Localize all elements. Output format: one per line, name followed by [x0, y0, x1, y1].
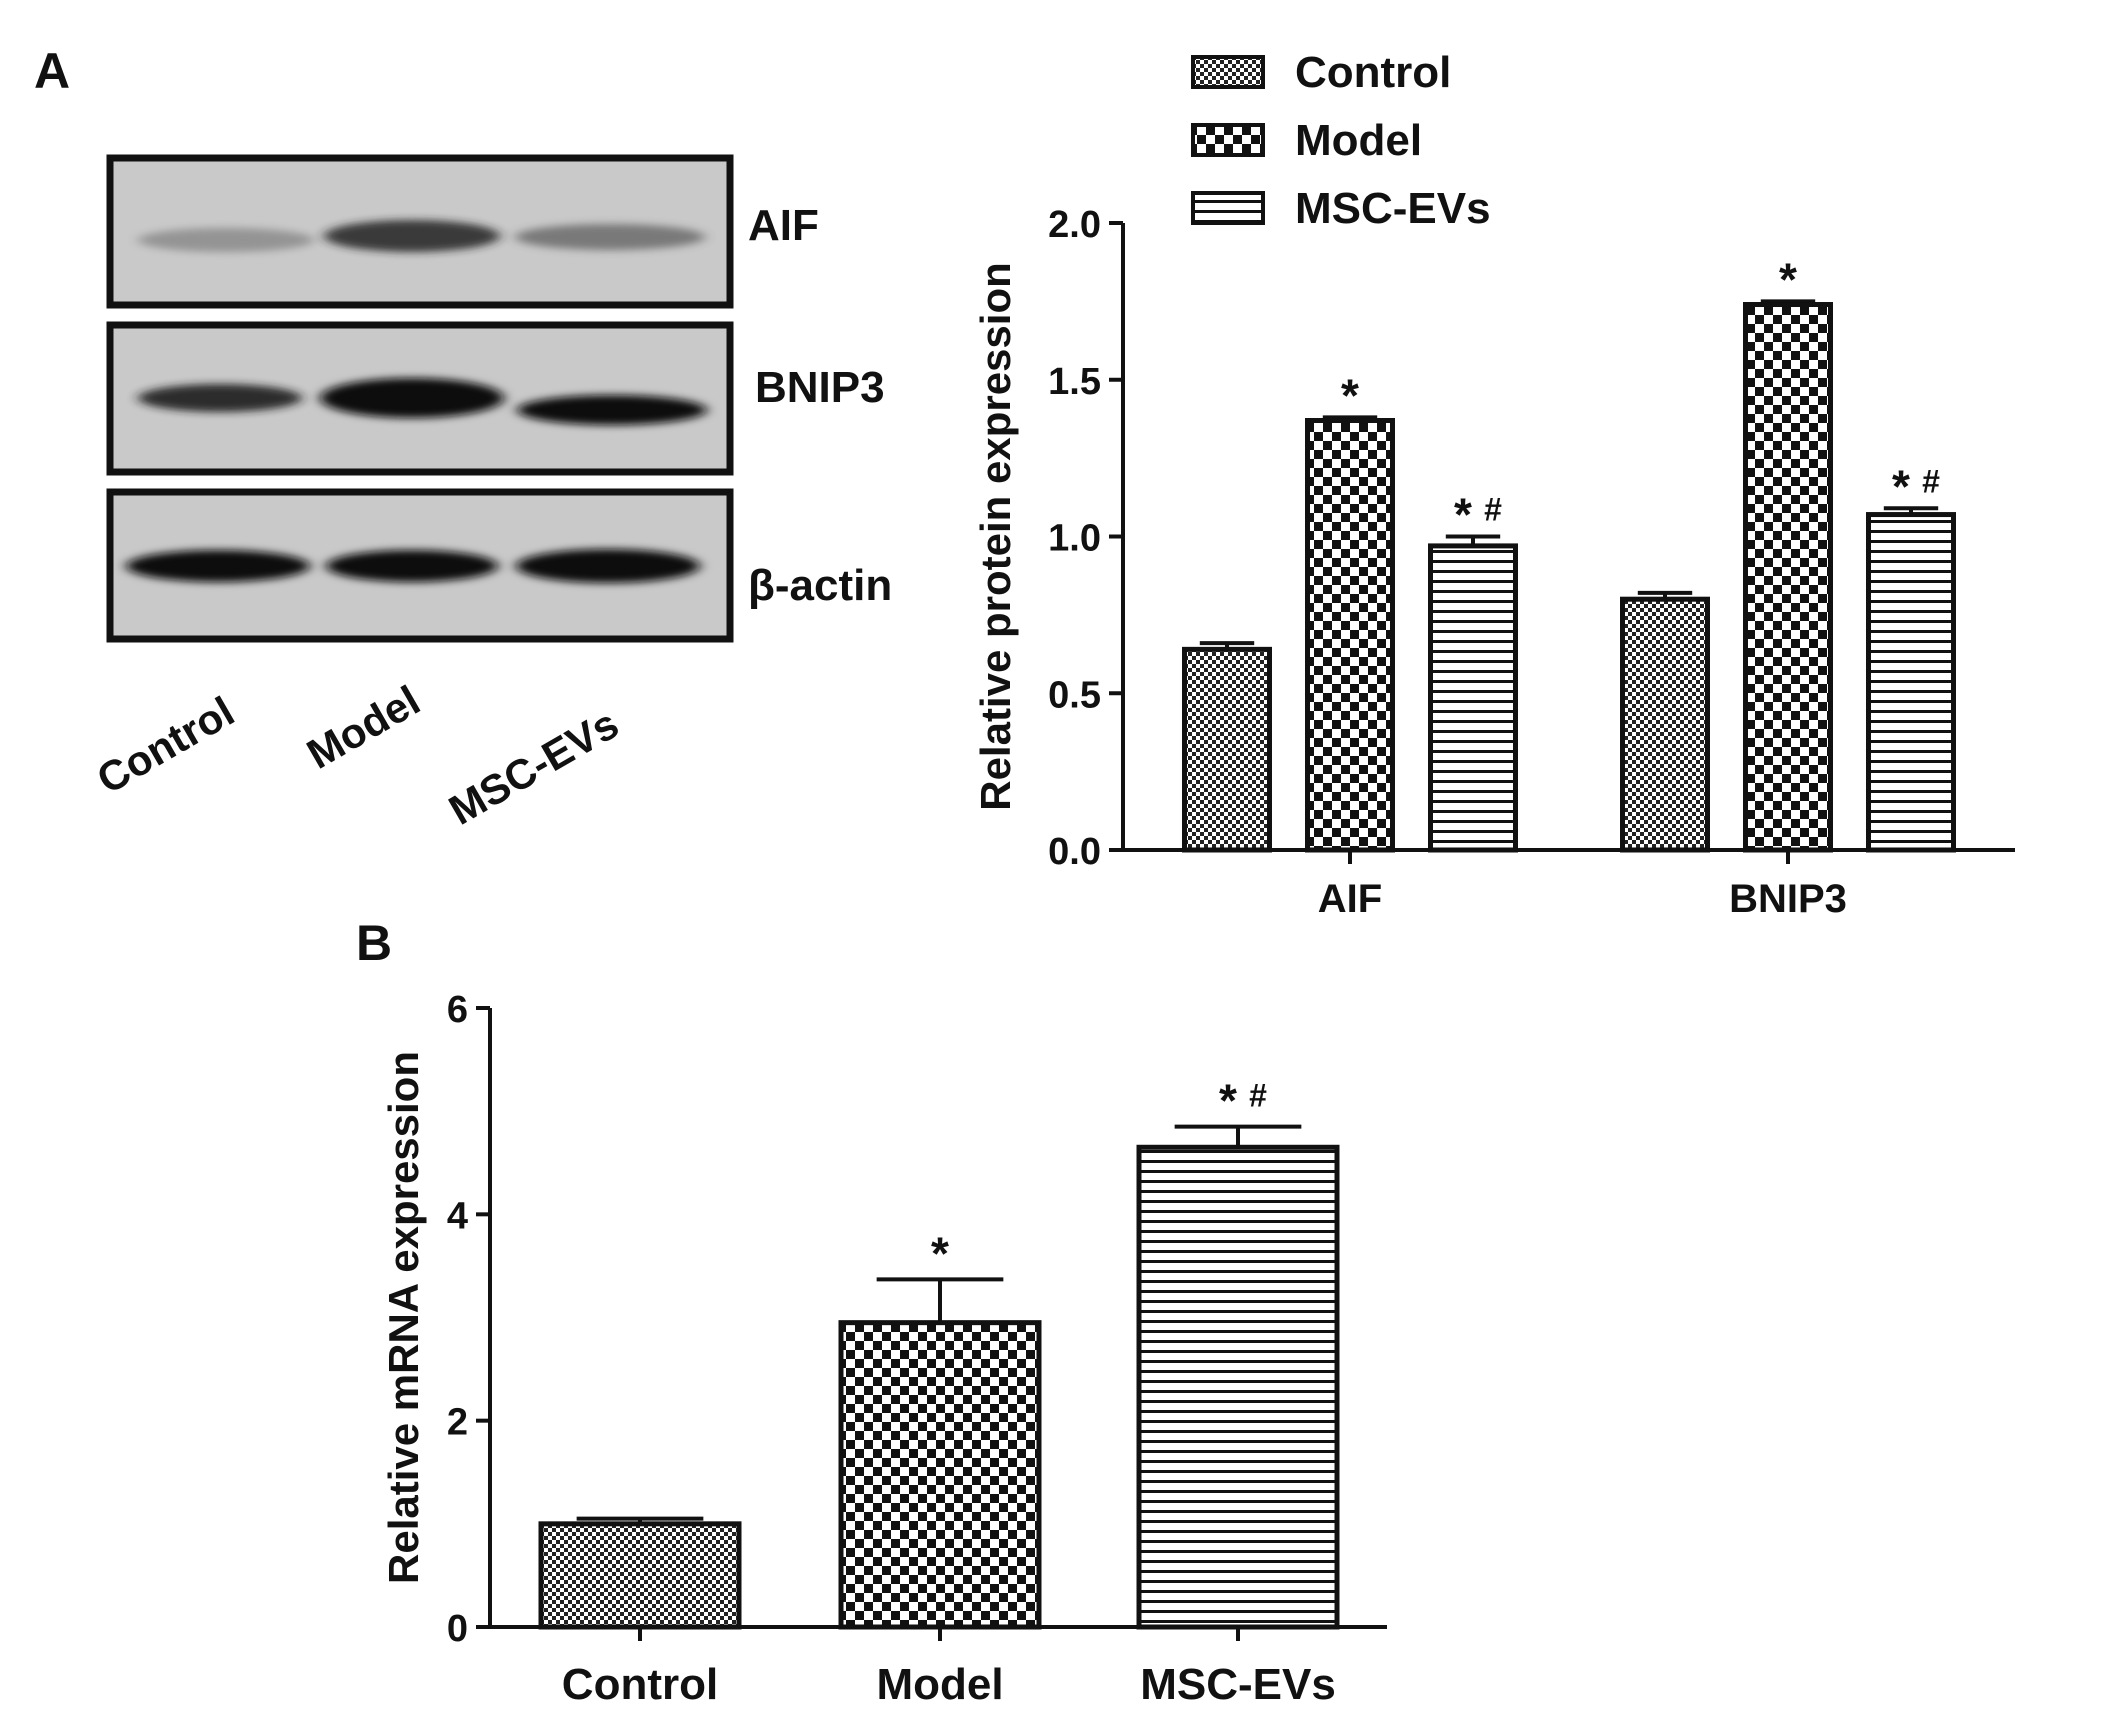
blot-lane-label-control: Control [89, 687, 242, 802]
legend-label-control: Control [1295, 48, 1451, 97]
legend-swatch-msc-evs [1191, 191, 1265, 225]
band-bnip3-control [138, 384, 302, 412]
chart-b-bar-msc-evs [1136, 1144, 1340, 1630]
chart-a-y-tick-label: 0.5 [1048, 674, 1101, 716]
legend-label-msc-evs: MSC-EVs [1295, 184, 1491, 233]
blot-row-label-bnip3: BNIP3 [755, 363, 885, 412]
chart-b-y-tick-label: 0 [447, 1608, 468, 1650]
chart-a-bar-bnip3-msc-evs-annotation-hash: # [1922, 463, 1940, 499]
chart-b-bar-model-annotation: * [931, 1227, 949, 1279]
chart-a-bar-bnip3-control [1620, 596, 1710, 853]
chart-mrna-expression: 0 2 4 6 Relative mRNA expression Control * Mode… [380, 989, 1387, 1709]
chart-a-bar-aif-msc-evs [1428, 543, 1518, 853]
chart-a-bar-aif-control [1182, 646, 1272, 853]
chart-b-x-tick-label: Control [562, 1660, 718, 1709]
chart-b-y-tick-label: 2 [447, 1402, 468, 1444]
chart-a-bar-aif-model-annotation: * [1341, 369, 1359, 421]
chart-a-bar-aif-msc-evs-annotation-star: * [1454, 489, 1472, 541]
blot-row-label-actin: β-actin [748, 561, 892, 610]
chart-a-y-tick-label: 1.5 [1048, 361, 1101, 403]
band-actin-msc [516, 549, 700, 583]
band-actin-control [126, 550, 310, 582]
chart-a-bar-bnip3-msc-evs-annotation-star: * [1892, 460, 1910, 512]
chart-a-bar-bnip3-model-annotation: * [1779, 253, 1797, 305]
chart-b-y-tick-label: 4 [447, 1195, 468, 1237]
chart-b-bar-msc-evs-annotation-hash: # [1249, 1078, 1267, 1114]
band-bnip3-msc [517, 395, 707, 425]
western-blot: AIF BNIP3 β-actin Control Model MSC-EVs [89, 154, 892, 834]
legend-swatch-control [1191, 55, 1265, 89]
band-aif-control [138, 228, 314, 252]
legend-label-model: Model [1295, 116, 1422, 165]
chart-a-y-axis-label: Relative protein expression [972, 262, 1019, 811]
chart-b-y-tick-label: 6 [447, 989, 468, 1031]
chart-b-bar-model [838, 1320, 1042, 1630]
chart-b-x-tick-label: Model [876, 1660, 1003, 1709]
blot-lane-label-model: Model [299, 676, 428, 777]
panel-label-b: B [356, 915, 392, 971]
band-bnip3-model [320, 378, 504, 418]
chart-a-y-tick-label: 1.0 [1048, 518, 1101, 560]
chart-b-bar-control [538, 1521, 742, 1630]
blot-lane-label-msc: MSC-EVs [441, 700, 626, 834]
band-aif-msc [515, 224, 705, 250]
chart-b-bar-msc-evs-annotation-star: * [1219, 1075, 1237, 1127]
chart-a-bar-aif-msc-evs-annotation-hash: # [1484, 492, 1502, 528]
legend-swatch-model [1191, 123, 1265, 157]
panel-label-a: A [34, 43, 70, 99]
chart-protein-expression: 0.0 0.5 1.0 1.5 2.0 Relative protein expressi… [972, 204, 2015, 921]
band-actin-model [326, 550, 498, 582]
blot-row-label-aif: AIF [748, 201, 819, 250]
chart-a-x-tick-label: BNIP3 [1729, 877, 1847, 921]
chart-a-bar-bnip3-msc-evs [1866, 512, 1956, 853]
chart-a-x-tick-label: AIF [1318, 877, 1382, 921]
chart-a-bar-aif-model [1305, 418, 1395, 853]
chart-a-y-tick-label: 0.0 [1048, 831, 1101, 873]
chart-b-x-tick-label: MSC-EVs [1140, 1660, 1336, 1709]
chart-a-y-tick-label: 2.0 [1048, 204, 1101, 246]
chart-b-y-axis-label: Relative mRNA expression [380, 1051, 427, 1584]
chart-a-bar-bnip3-model [1743, 302, 1833, 853]
band-aif-model [324, 220, 500, 252]
chart-a-legend: Control Model MSC-EVs [1191, 48, 1491, 233]
